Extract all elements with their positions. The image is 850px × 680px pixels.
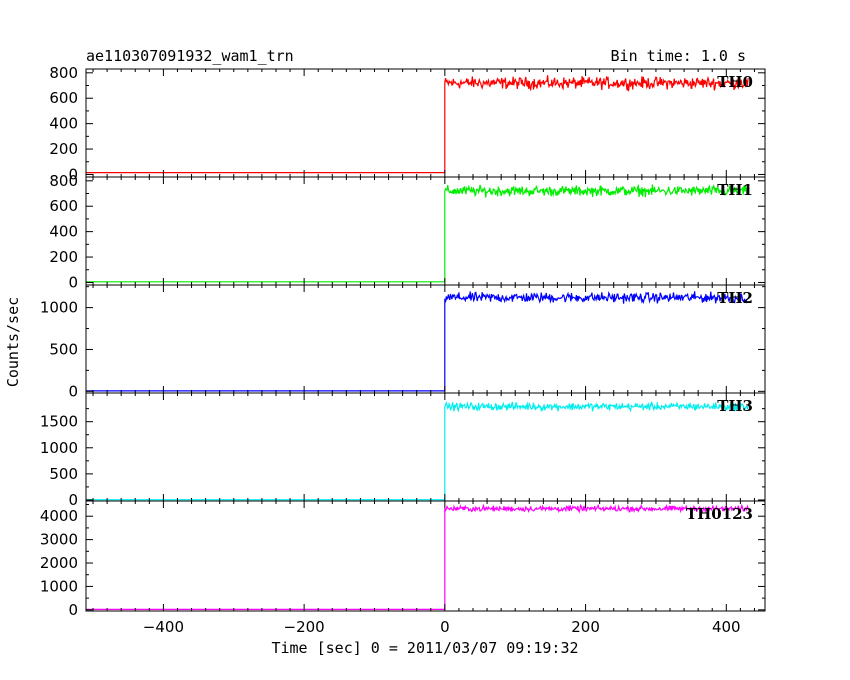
y-tick-label: 3000 — [40, 531, 78, 549]
panel-th0: 0 200 400 600 800 TH0 — [49, 64, 766, 183]
y-tick-label: 500 — [49, 465, 78, 483]
panel-frame — [85, 176, 766, 286]
y-tick-label: 1000 — [40, 439, 78, 457]
panel-frame — [85, 284, 766, 394]
y-tick-label: 0 — [68, 165, 78, 183]
y-tick-label: 800 — [49, 64, 78, 82]
y-tick-label: 200 — [49, 248, 78, 266]
y-tick-label: 400 — [49, 223, 78, 241]
panels-group: 0 200 400 600 800 TH0 0 200 400 600 800 TH1 0 500 1000… — [40, 64, 766, 636]
x-tick-label: 200 — [571, 618, 600, 636]
y-tick-label: 1500 — [40, 413, 78, 431]
chart-title: ae110307091932_wam1_trn — [86, 47, 294, 65]
y-tick-label: 0 — [68, 601, 78, 619]
panel-th2: 0 500 1000 TH2 — [40, 284, 766, 400]
x-tick-label: −200 — [284, 618, 325, 636]
y-tick-label: 1000 — [40, 577, 78, 595]
x-axis-label: Time [sec] 0 = 2011/03/07 09:19:32 — [271, 639, 578, 657]
band-label-th0: TH0 — [717, 73, 753, 91]
y-tick-label: 0 — [68, 491, 78, 509]
y-tick-label: 0 — [68, 273, 78, 291]
series-line-th0123 — [86, 503, 749, 610]
panel-frame — [85, 500, 766, 612]
x-tick-label: 400 — [712, 618, 741, 636]
y-tick-label: 200 — [49, 140, 78, 158]
y-tick-label: 400 — [49, 115, 78, 133]
panel-th3: 0 500 1000 1500 TH3 — [40, 392, 766, 509]
x-tick-label: −400 — [143, 618, 184, 636]
y-tick-label: 600 — [49, 197, 78, 215]
y-tick-label: 2000 — [40, 554, 78, 572]
y-tick-label: 4000 — [40, 507, 78, 525]
panel-th0123: 0 1000 2000 3000 4000 TH0123 — [40, 500, 766, 619]
band-label-th1: TH1 — [717, 181, 753, 199]
bin-time-label: Bin time: 1.0 s — [611, 47, 746, 65]
band-label-th3: TH3 — [717, 397, 753, 415]
y-tick-label: 800 — [49, 172, 78, 190]
y-axis-label: Counts/sec — [4, 297, 22, 387]
x-tick-label: 0 — [440, 618, 450, 636]
y-tick-label: 600 — [49, 89, 78, 107]
series-line-th0 — [86, 75, 749, 174]
band-label-th2: TH2 — [717, 289, 753, 307]
series-line-th3 — [86, 400, 749, 501]
panel-frame — [85, 392, 766, 502]
series-line-th1 — [86, 183, 749, 283]
panel-th1: 0 200 400 600 800 TH1 — [49, 172, 766, 291]
band-label-th0123: TH0123 — [686, 505, 753, 523]
y-tick-label: 1000 — [40, 299, 78, 317]
series-line-th2 — [86, 290, 749, 392]
y-tick-label: 500 — [49, 340, 78, 358]
y-tick-label: 0 — [68, 382, 78, 400]
